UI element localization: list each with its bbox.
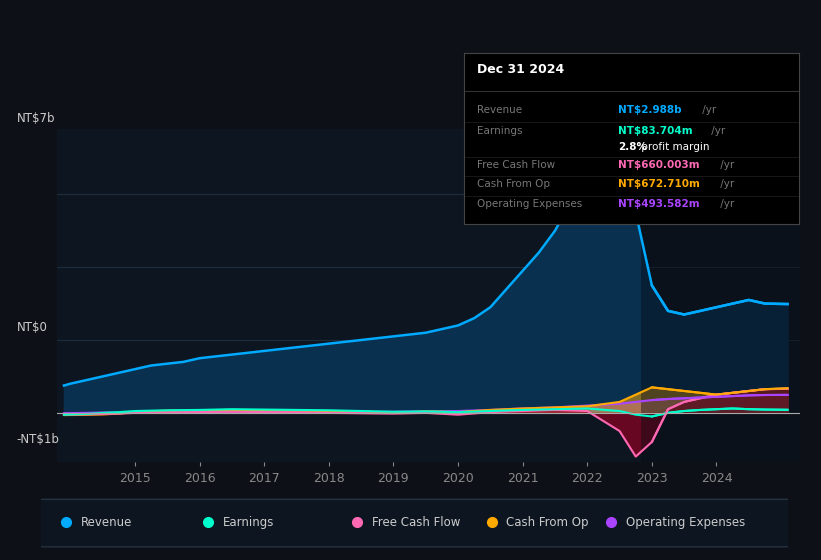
Text: Cash From Op: Cash From Op [477, 179, 550, 189]
Text: Dec 31 2024: Dec 31 2024 [477, 63, 565, 77]
Text: NT$2.988b: NT$2.988b [618, 105, 681, 115]
Text: Earnings: Earnings [222, 516, 274, 529]
Text: NT$7b: NT$7b [16, 113, 55, 125]
Text: NT$83.704m: NT$83.704m [618, 126, 693, 136]
Text: Earnings: Earnings [477, 126, 523, 136]
Text: /yr: /yr [718, 160, 735, 170]
FancyBboxPatch shape [34, 500, 796, 547]
Text: Revenue: Revenue [477, 105, 522, 115]
Text: /yr: /yr [718, 179, 735, 189]
Text: profit margin: profit margin [638, 142, 709, 152]
Text: Revenue: Revenue [80, 516, 132, 529]
Text: Free Cash Flow: Free Cash Flow [477, 160, 555, 170]
Text: NT$0: NT$0 [16, 320, 48, 334]
Text: NT$660.003m: NT$660.003m [618, 160, 699, 170]
Text: NT$672.710m: NT$672.710m [618, 179, 699, 189]
Text: Operating Expenses: Operating Expenses [626, 516, 745, 529]
Text: Cash From Op: Cash From Op [507, 516, 589, 529]
Text: Operating Expenses: Operating Expenses [477, 199, 583, 209]
Bar [641, 129, 800, 462]
Text: -NT$1b: -NT$1b [16, 433, 59, 446]
Text: /yr: /yr [709, 126, 726, 136]
Text: /yr: /yr [699, 105, 717, 115]
Text: Free Cash Flow: Free Cash Flow [372, 516, 461, 529]
Text: /yr: /yr [718, 199, 735, 209]
Text: 2.8%: 2.8% [618, 142, 647, 152]
Text: NT$493.582m: NT$493.582m [618, 199, 699, 209]
